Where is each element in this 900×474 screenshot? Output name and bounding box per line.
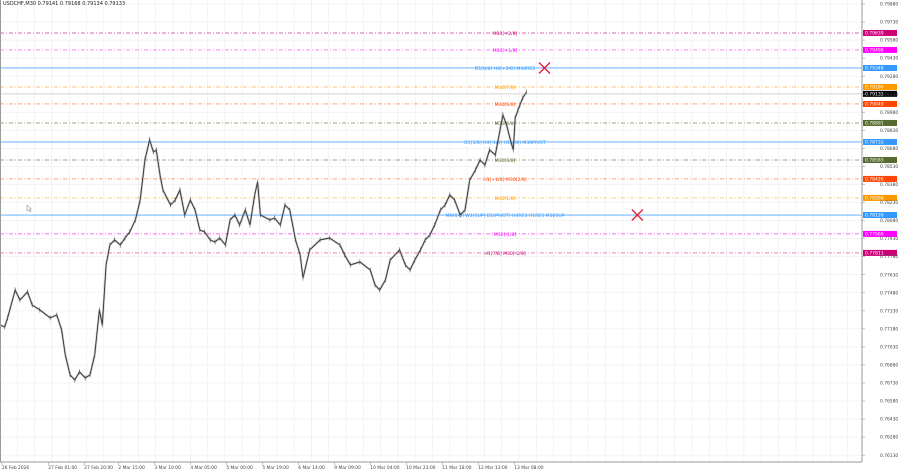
current-price-tag-text: 0.79133 [865, 92, 884, 98]
y-tick-label: 0.77030 [880, 344, 898, 350]
x-tick-label: 10 Mar 04:00 [370, 465, 400, 471]
y-tick-label: 0.76880 [880, 363, 898, 369]
y-tick-label: 0.78530 [880, 164, 898, 170]
y-tick-label: 0.78830 [880, 128, 898, 134]
level-label: M30[6/8] [495, 102, 516, 108]
level-label: D1[5/8] H4[-1/8] H1[4/8] M30PIVOT [464, 140, 546, 146]
price-tag [863, 119, 897, 126]
price-tag [863, 157, 897, 164]
price-line [0, 91, 527, 381]
price-tag-text: 0.78583 [865, 158, 884, 164]
x-tick-label: 5 Mar 00:00 [226, 465, 253, 471]
x-tick-label: 27 Feb 01:00 [48, 465, 77, 471]
y-tick-label: 0.77330 [880, 308, 898, 314]
price-line-shadow [0, 91, 528, 382]
price-tag [863, 230, 897, 237]
price-tag [863, 46, 897, 53]
level-label: H1[+1/8] M30[2/8] [483, 177, 527, 183]
y-tick-label: 0.76280 [880, 435, 898, 441]
y-tick-label: 0.78080 [880, 218, 898, 224]
current-price-tag [863, 90, 897, 97]
chart-title: USDCHF,M30 0.79141 0.79168 0.79134 0.791… [3, 1, 126, 7]
price-tag-text: 0.78426 [865, 177, 884, 183]
y-tick-label: 0.77780 [880, 254, 898, 260]
price-tag [863, 249, 897, 256]
x-tick-label: 9 Mar 09:00 [334, 465, 361, 471]
mouse-cursor-icon [26, 204, 33, 213]
y-tick-label: 0.76430 [880, 417, 898, 423]
level-label: M30[1/8] [495, 196, 516, 202]
price-tag [863, 194, 897, 201]
price-tag [863, 29, 897, 36]
price-tag [863, 212, 897, 219]
level-label: M30[+1/8] [493, 48, 518, 54]
price-tag-text: 0.77811 [865, 251, 884, 257]
x-tick-label: 4 Mar 05:00 [190, 465, 217, 471]
price-tag-text: 0.78891 [865, 121, 884, 127]
y-tick-label: 0.77630 [880, 272, 898, 278]
y-tick-label: 0.79130 [880, 92, 898, 98]
y-tick-label: 0.79730 [880, 20, 898, 26]
y-tick-label: 0.79580 [880, 38, 898, 44]
price-tag [863, 64, 897, 71]
y-tick-label: 0.78680 [880, 146, 898, 152]
x-tick-label: 13 Mar 08:00 [514, 465, 544, 471]
level-label: M30[-1/8] [494, 232, 517, 238]
price-tag-text: 0.78126 [865, 213, 884, 219]
level-label: H1[7/8] M30[-2/8] [484, 251, 525, 257]
price-tag [863, 83, 897, 90]
price-tag-text: 0.79639 [865, 31, 884, 37]
y-tick-label: 0.77930 [880, 236, 898, 242]
x-tick-label: 5 Mar 19:00 [262, 465, 289, 471]
y-tick-label: 0.77180 [880, 326, 898, 332]
price-tag-text: 0.79498 [865, 48, 884, 54]
x-tick-label: 11 Mar 18:00 [442, 465, 472, 471]
level-label: M30[7/8] [495, 85, 516, 91]
price-tag-text: 0.79190 [865, 85, 884, 91]
price-tag-text: 0.78268 [865, 196, 884, 202]
y-tick-label: 0.76130 [880, 453, 898, 459]
level-label: M30[+2/8] [493, 31, 518, 37]
y-tick-label: 0.76580 [880, 399, 898, 405]
price-tag-text: 0.79049 [865, 102, 884, 108]
price-tag-text: 0.79348 [865, 66, 884, 72]
x-tick-label: 10 Mar 23:00 [406, 465, 436, 471]
y-tick-label: 0.78380 [880, 182, 898, 188]
price-tag [863, 100, 897, 107]
y-tick-label: 0.77480 [880, 290, 898, 296]
x-tick-label: 26 Feb 2026 [2, 465, 30, 471]
x-tick-label: 2 Mar 15:00 [118, 465, 145, 471]
price-tag [863, 138, 897, 145]
x-cross-marker-icon [538, 61, 551, 74]
x-cross-marker-icon [631, 209, 644, 222]
x-tick-label: 6 Mar 14:00 [298, 465, 325, 471]
y-tick-label: 0.78230 [880, 200, 898, 206]
y-tick-label: 0.78980 [880, 110, 898, 116]
x-tick-label: 12 Mar 13:00 [478, 465, 508, 471]
y-tick-label: 0.76730 [880, 381, 898, 387]
x-tick-label: 3 Mar 10:00 [154, 465, 181, 471]
y-tick-label: 0.79430 [880, 56, 898, 62]
x-tick-label: 27 Feb 20:00 [84, 465, 113, 471]
level-label: M30[3/8] [495, 158, 516, 164]
level-label: MN[0/8] W1[SUP] D1[PIVOT] H4RES H1RES M3… [445, 213, 564, 219]
level-label: D1[8/8] H4[+2/8] M30RES [475, 66, 535, 72]
y-tick-label: 0.79880 [880, 2, 898, 8]
price-tag-text: 0.77969 [865, 232, 884, 238]
price-tag [863, 175, 897, 182]
price-tag-text: 0.78733 [865, 140, 884, 146]
y-tick-label: 0.79280 [880, 74, 898, 80]
